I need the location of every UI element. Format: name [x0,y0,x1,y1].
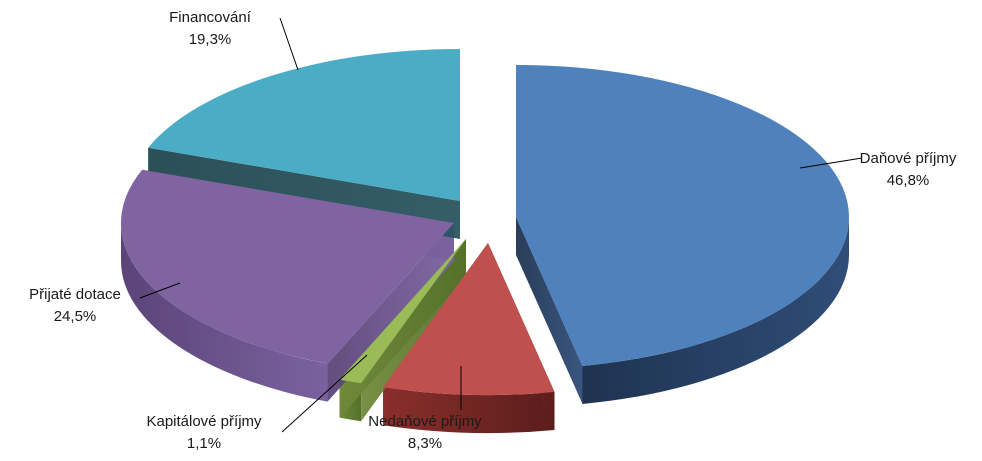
slice-cut-kapitalove-prijmy-1 [339,239,466,418]
data-label-value-financovani: 19,3% [189,31,232,48]
data-label-value-kapitalove-prijmy: 1,1% [187,435,221,452]
leader-line-financovani [279,17,299,71]
slice-kapitalove-prijmy [339,239,466,384]
leader-line-prijate-dotace [139,282,181,299]
slice-cut-danove-prijmy-1 [516,217,583,404]
leader-line-kapitalove-prijmy [281,354,368,433]
data-label-value-nedanove-prijmy: 8,3% [408,435,442,452]
data-label-name-financovani: Financování [169,9,252,26]
slice-nedanove-prijmy [383,243,555,395]
slice-danove-prijmy [516,65,849,366]
slice-side-nedanove-prijmy [383,387,555,433]
leader-line-danove-prijmy [799,157,863,169]
data-label-value-prijate-dotace: 24,5% [54,308,97,325]
data-label-value-danove-prijmy: 46,8% [887,172,930,189]
data-label-name-nedanove-prijmy: Nedaňové příjmy [368,413,482,430]
data-label-name-danove-prijmy: Daňové příjmy [860,150,957,167]
slice-side-prijate-dotace [120,223,328,402]
slice-cut-prijate-dotace-0 [327,223,454,402]
slice-side-danove-prijmy [582,217,849,404]
data-label-name-prijate-dotace: Přijaté dotace [29,286,121,303]
slice-financovani [148,49,460,201]
data-label-name-kapitalove-prijmy: Kapitálové příjmy [146,413,262,430]
slice-prijate-dotace [120,169,454,364]
